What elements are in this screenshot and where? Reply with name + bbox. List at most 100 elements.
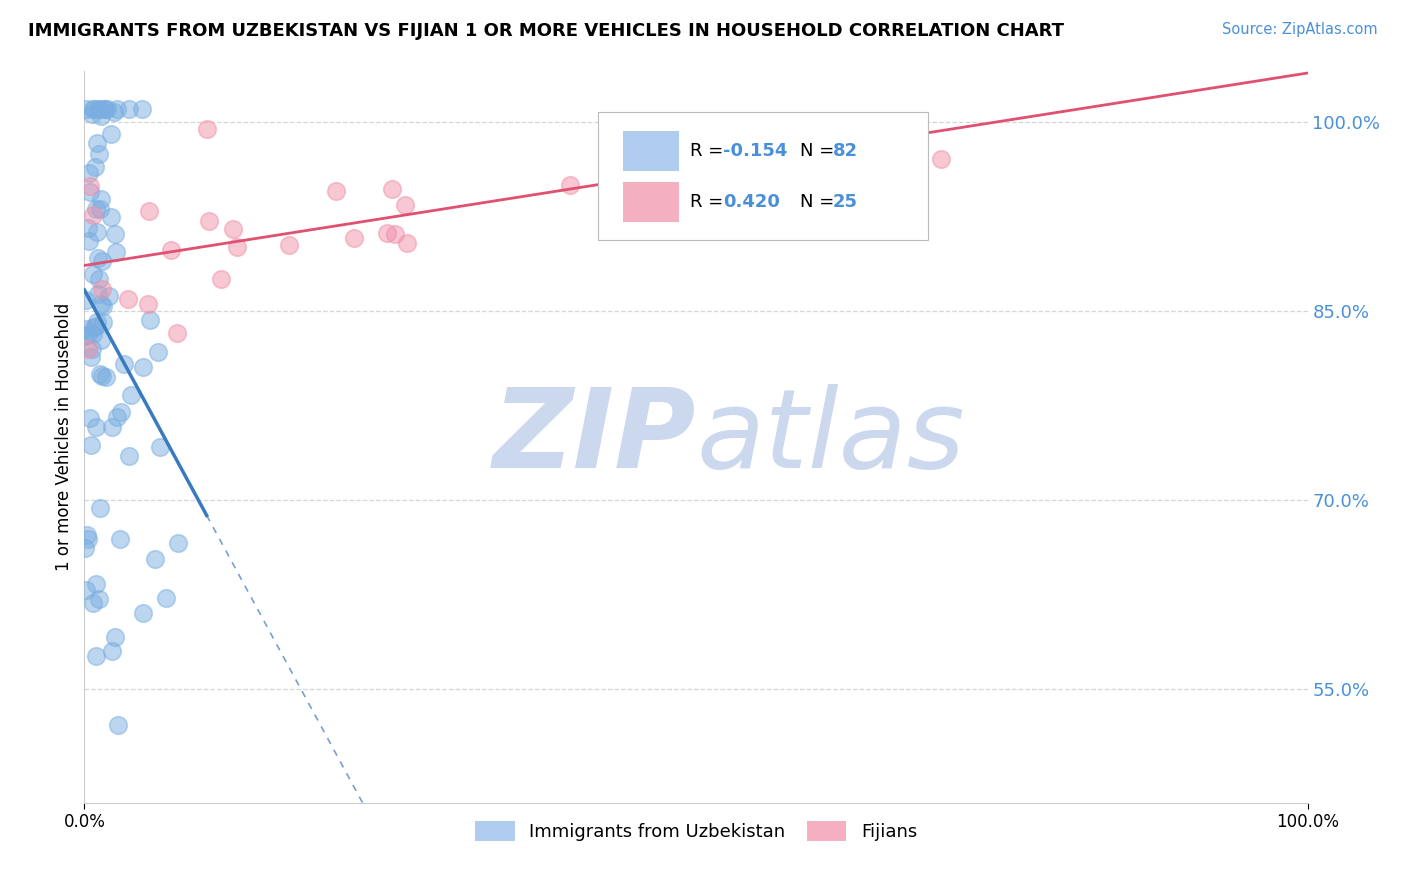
Point (83, 320, 105, 334)
Point (84, 202, 107, 216)
Point (110, 404, 132, 418)
Point (91, 368, 114, 383)
Point (83, 160, 105, 174)
Point (118, 102, 141, 116)
Text: -0.154: -0.154 (723, 142, 787, 161)
Point (75, 582, 97, 597)
Point (75, 102, 97, 116)
Point (87, 287, 110, 301)
Point (77, 342, 100, 356)
Point (90, 192, 112, 206)
Text: atlas: atlas (696, 384, 965, 491)
Point (929, 152, 952, 166)
Point (98, 289, 121, 303)
Point (93, 102, 115, 116)
Point (103, 104, 125, 119)
Point (87, 147, 110, 161)
Point (108, 532, 131, 546)
Point (90, 333, 112, 347)
Point (120, 388, 142, 402)
Point (91, 299, 114, 313)
Point (89, 592, 111, 607)
Text: 0.420: 0.420 (723, 194, 780, 211)
Text: Source: ZipAtlas.com: Source: ZipAtlas.com (1222, 22, 1378, 37)
Point (160, 244, 183, 258)
Point (73, 541, 96, 556)
Point (76, 532, 98, 546)
Point (343, 231, 366, 245)
Point (84, 420, 107, 434)
Point (89, 500, 111, 515)
Point (139, 313, 162, 327)
Y-axis label: 1 or more Vehicles in Household: 1 or more Vehicles in Household (55, 303, 73, 571)
Point (375, 226, 398, 240)
Point (221, 222, 243, 236)
Text: 82: 82 (832, 142, 858, 161)
Point (82, 102, 104, 116)
Point (82, 267, 104, 281)
Text: R =: R = (690, 142, 728, 161)
Point (209, 271, 232, 285)
Point (394, 198, 416, 212)
Point (77, 234, 100, 248)
Point (82, 327, 104, 342)
Point (79, 411, 101, 425)
Text: 25: 25 (832, 194, 858, 211)
Point (107, 409, 129, 424)
Point (166, 326, 188, 341)
Point (117, 293, 139, 307)
Point (143, 551, 166, 566)
Point (91, 254, 114, 268)
Point (75, 293, 97, 308)
Point (107, 102, 129, 116)
Point (100, 127, 122, 141)
Point (91, 315, 114, 329)
Point (87, 251, 110, 265)
Point (155, 591, 177, 606)
Point (325, 184, 347, 198)
Point (742, 119, 765, 133)
Point (149, 440, 172, 454)
Point (132, 606, 155, 620)
Point (84, 319, 107, 334)
Point (166, 535, 188, 549)
Point (87, 102, 110, 116)
FancyBboxPatch shape (598, 112, 928, 240)
Text: N =: N = (800, 142, 839, 161)
Point (132, 359, 155, 374)
Point (76, 527, 98, 541)
Point (226, 240, 249, 254)
Point (91, 282, 114, 296)
Point (80, 438, 103, 452)
Point (86, 315, 108, 329)
Point (75, 322, 97, 336)
FancyBboxPatch shape (623, 182, 679, 222)
Point (195, 122, 218, 136)
Text: N =: N = (800, 194, 839, 211)
Point (84, 577, 107, 591)
Point (100, 210, 122, 224)
Point (87, 272, 110, 286)
Point (80, 107, 103, 121)
Point (146, 344, 169, 359)
Point (73, 329, 96, 343)
Point (86, 136, 108, 150)
Point (104, 244, 127, 259)
Point (104, 630, 127, 644)
Point (112, 357, 135, 371)
Point (101, 644, 124, 658)
Point (384, 227, 406, 241)
Point (89, 368, 111, 382)
Point (83, 102, 105, 116)
Point (82, 208, 104, 222)
Point (381, 182, 404, 196)
Point (79, 179, 101, 194)
Point (79, 185, 101, 199)
Point (89, 102, 111, 116)
Point (94, 102, 117, 116)
Legend: Immigrants from Uzbekistan, Fijians: Immigrants from Uzbekistan, Fijians (468, 814, 924, 848)
Point (278, 237, 301, 252)
Text: R =: R = (690, 194, 728, 211)
Point (101, 420, 124, 434)
Point (131, 102, 153, 116)
